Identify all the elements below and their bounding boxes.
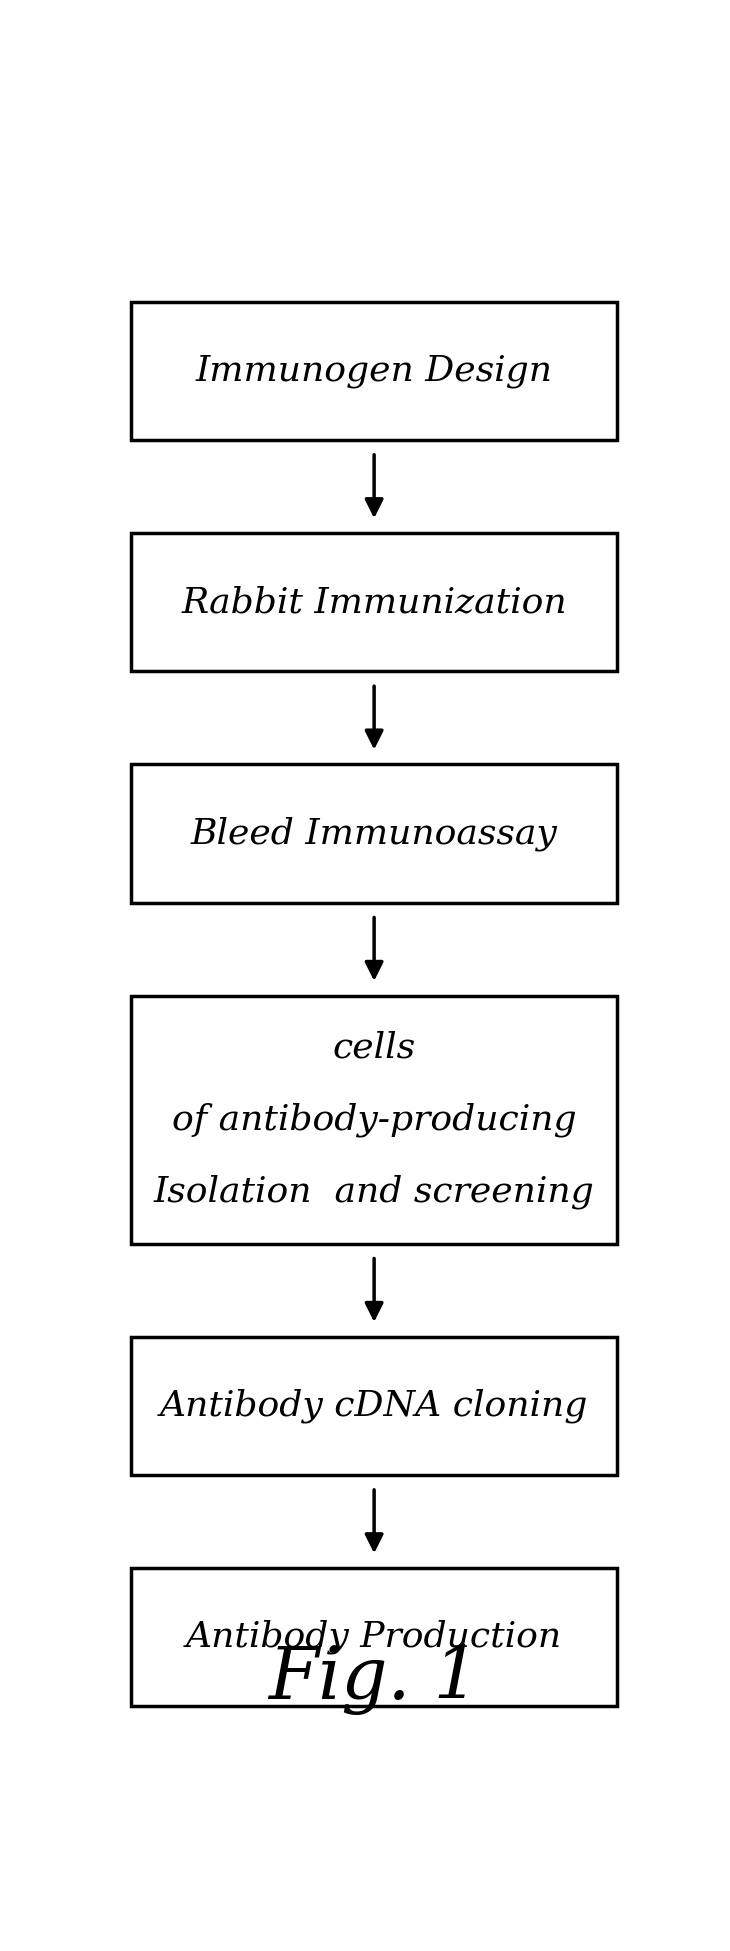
FancyBboxPatch shape [131,533,618,671]
FancyBboxPatch shape [131,995,618,1243]
Text: Antibody Production: Antibody Production [186,1619,562,1654]
FancyBboxPatch shape [131,1336,618,1475]
FancyBboxPatch shape [131,765,618,903]
FancyBboxPatch shape [131,1569,618,1707]
Text: Immunogen Design: Immunogen Design [196,353,553,388]
Text: cells: cells [333,1030,415,1065]
Text: Rabbit Immunization: Rabbit Immunization [181,585,567,618]
Text: Isolation  and screening: Isolation and screening [154,1175,594,1210]
Text: Bleed Immunoassay: Bleed Immunoassay [191,816,558,851]
FancyBboxPatch shape [131,302,618,439]
Text: Fig. 1: Fig. 1 [269,1645,480,1715]
Text: of antibody-producing: of antibody-producing [172,1102,577,1137]
Text: Antibody cDNA cloning: Antibody cDNA cloning [160,1389,588,1422]
